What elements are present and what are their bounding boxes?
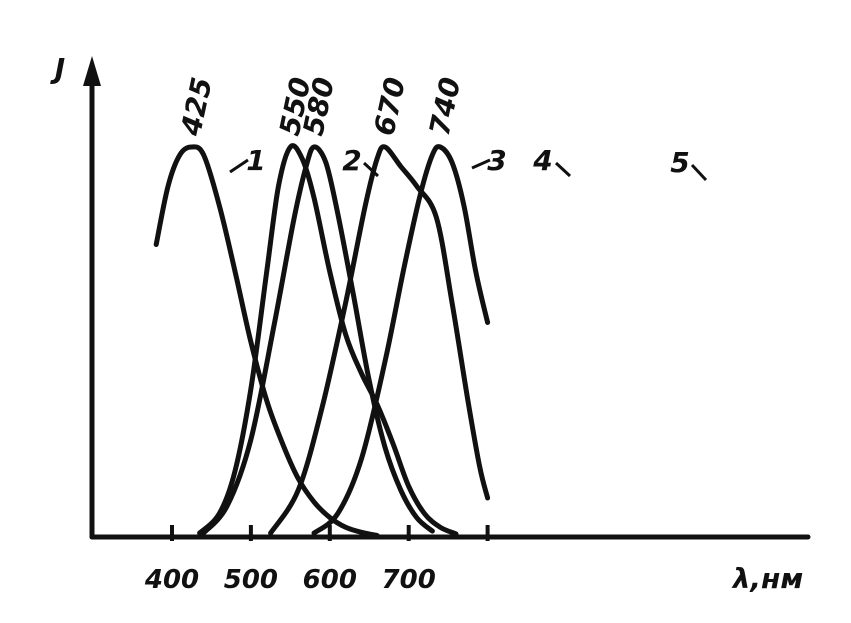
- curve-number-2: 2: [342, 144, 361, 177]
- curve-leader-2: [362, 161, 380, 178]
- curve-1: [153, 144, 380, 538]
- axes: [83, 56, 811, 541]
- curve-2: [197, 143, 459, 537]
- peak-label-1: 425: [174, 74, 219, 139]
- x-tick-label: 700: [382, 565, 436, 595]
- x-axis-label: λ,нм: [731, 562, 804, 595]
- x-tick-label: 500: [224, 565, 278, 595]
- peak-label-5: 740: [423, 74, 467, 138]
- curves: [153, 143, 491, 538]
- curve-number-3: 3: [487, 144, 506, 177]
- curve-number-5: 5: [670, 146, 689, 179]
- curve-leader-1: [229, 158, 249, 174]
- curve-3: [201, 144, 435, 536]
- curve-leader-5: [690, 163, 708, 182]
- curve-4: [268, 144, 491, 536]
- curve-number-1: 1: [246, 144, 265, 177]
- curve-number-4: 4: [532, 144, 552, 177]
- curve-5: [311, 144, 491, 536]
- x-tick-label: 600: [303, 565, 357, 595]
- y-axis-arrow: [83, 56, 101, 86]
- peak-label-4: 670: [368, 74, 412, 138]
- y-axis-label: J: [50, 52, 65, 85]
- curve-leader-4: [554, 161, 572, 178]
- x-tick-label: 400: [144, 565, 199, 595]
- curve-leader-3: [471, 158, 491, 170]
